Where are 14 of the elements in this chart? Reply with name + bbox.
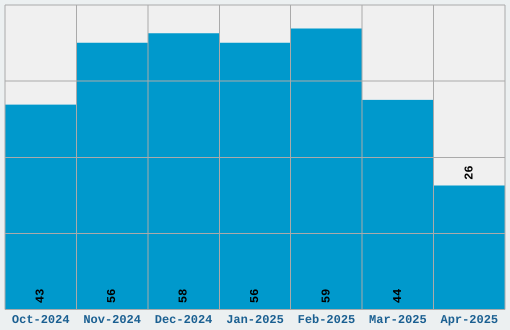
data-label: 43 xyxy=(34,288,48,304)
x-tick-label: Apr-2025 xyxy=(440,312,498,327)
data-label: 58 xyxy=(176,288,191,304)
x-tick-label: Mar-2025 xyxy=(369,312,427,327)
data-label: 44 xyxy=(390,288,405,304)
x-tick-label: Nov-2024 xyxy=(83,312,141,327)
x-tick-label: Feb-2025 xyxy=(298,312,356,327)
data-label: 59 xyxy=(319,288,334,304)
data-label: 56 xyxy=(248,288,262,304)
data-label: 26 xyxy=(462,165,476,180)
x-tick-label: Oct-2024 xyxy=(12,312,70,327)
x-tick-label: Dec-2024 xyxy=(154,312,212,327)
x-tick-label: Jan-2025 xyxy=(226,312,284,327)
data-label: 56 xyxy=(105,288,120,304)
